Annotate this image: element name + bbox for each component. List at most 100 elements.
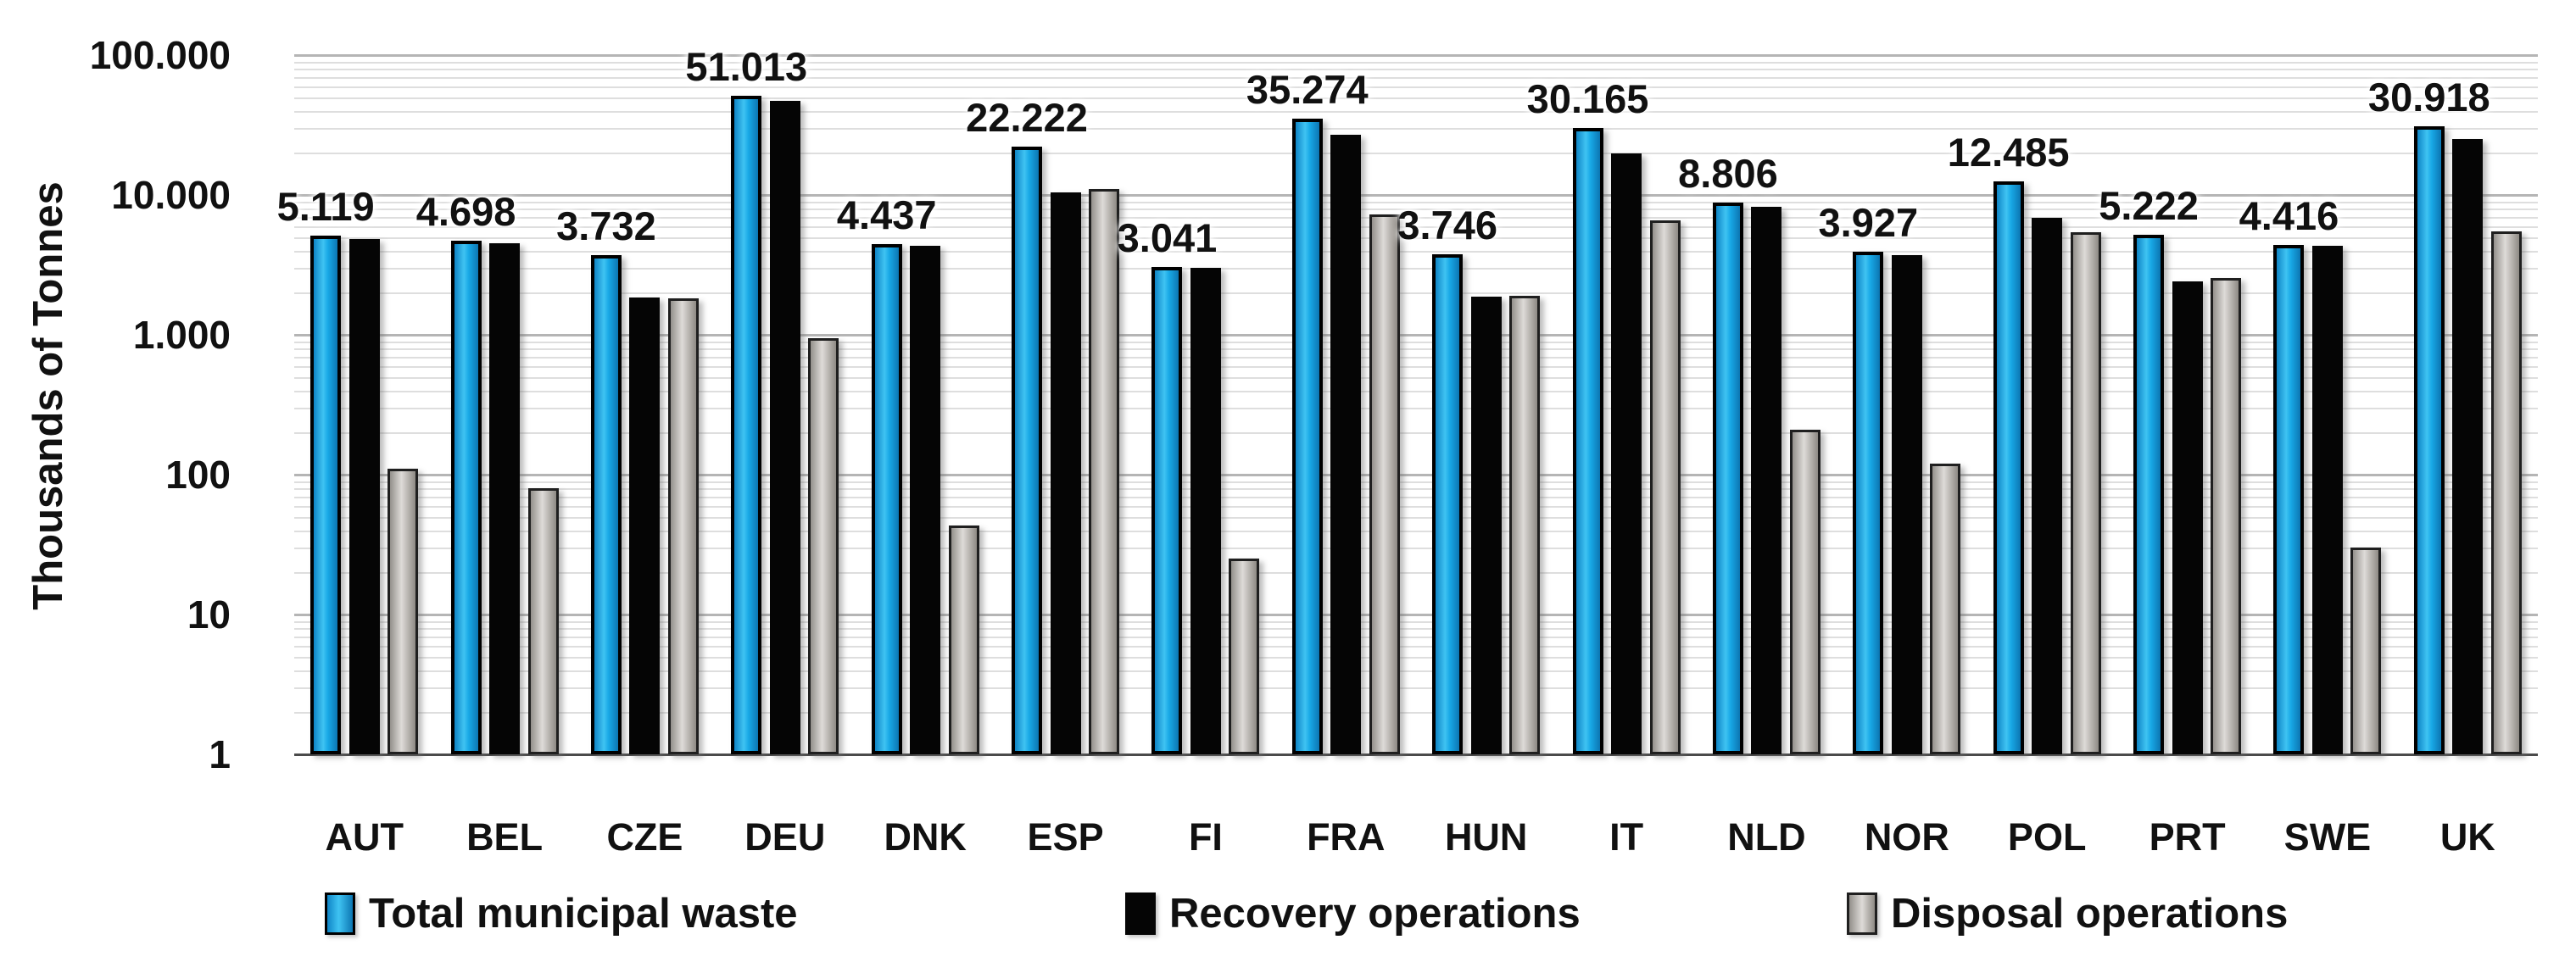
x-axis-label-CZE: CZE bbox=[606, 815, 683, 859]
bar-total-NOR bbox=[1853, 251, 1884, 754]
gridline-minor bbox=[294, 530, 2538, 532]
gridline-minor bbox=[294, 250, 2538, 253]
gridline-major bbox=[294, 54, 2538, 57]
y-axis-title: Thousands of Tonnes bbox=[25, 181, 71, 610]
bar-value-label: 51.013 bbox=[685, 44, 808, 90]
bar-recovery-PRT bbox=[2172, 281, 2203, 754]
bar-recovery-NLD bbox=[1751, 207, 1782, 754]
gridline-minor bbox=[294, 548, 2538, 550]
bar-total-DNK bbox=[871, 244, 902, 754]
bar-total-AUT bbox=[310, 235, 342, 754]
gridline-minor bbox=[294, 365, 2538, 368]
bar-disposal-ESP bbox=[1089, 189, 1120, 754]
gridline-minor bbox=[294, 110, 2538, 113]
legend-item-total-municipal-waste: Total municipal waste bbox=[325, 890, 798, 937]
bar-recovery-ESP bbox=[1050, 192, 1081, 754]
bar-total-ESP bbox=[1012, 146, 1043, 754]
bar-total-FRA bbox=[1291, 118, 1323, 754]
bar-recovery-AUT bbox=[348, 239, 380, 754]
bar-disposal-NLD bbox=[1789, 429, 1820, 754]
gridline-minor bbox=[294, 153, 2538, 155]
bar-total-POL bbox=[1993, 181, 2024, 754]
legend-item-disposal-operations: Disposal operations bbox=[1847, 890, 2288, 937]
bar-disposal-CZE bbox=[667, 298, 699, 754]
y-tick-label: 100.000 bbox=[89, 33, 231, 77]
gridline-minor bbox=[294, 292, 2538, 295]
y-tick-label: 1 bbox=[209, 732, 231, 776]
x-axis-line bbox=[294, 753, 2538, 756]
bar-recovery-IT bbox=[1611, 153, 1642, 754]
x-axis-label-ESP: ESP bbox=[1027, 815, 1104, 859]
gridline-minor bbox=[294, 572, 2538, 575]
bar-value-label: 5.119 bbox=[276, 183, 375, 229]
gridline-minor bbox=[294, 225, 2538, 228]
bar-disposal-NOR bbox=[1930, 463, 1961, 754]
bar-recovery-DNK bbox=[910, 246, 941, 754]
bar-recovery-FRA bbox=[1330, 134, 1362, 754]
gridline-minor bbox=[294, 390, 2538, 392]
bar-total-FI bbox=[1151, 267, 1183, 754]
legend-label-total: Total municipal waste bbox=[369, 891, 798, 937]
bar-total-UK bbox=[2413, 126, 2445, 754]
gridline-minor bbox=[294, 268, 2538, 270]
bar-value-label: 35.274 bbox=[1246, 66, 1369, 112]
gridline-minor bbox=[294, 236, 2538, 239]
legend-swatch-recovery-icon bbox=[1125, 892, 1156, 935]
gridline-major bbox=[294, 194, 2538, 197]
bar-disposal-FI bbox=[1229, 559, 1260, 754]
bar-total-HUN bbox=[1432, 254, 1464, 754]
bar-disposal-DEU bbox=[808, 337, 839, 754]
gridline-minor bbox=[294, 97, 2538, 99]
gridline-minor bbox=[294, 356, 2538, 359]
x-axis-label-AUT: AUT bbox=[325, 815, 404, 859]
bar-recovery-FI bbox=[1190, 268, 1221, 754]
gridline-minor bbox=[294, 76, 2538, 79]
gridline-minor bbox=[294, 128, 2538, 131]
bar-value-label: 22.222 bbox=[966, 94, 1088, 140]
bar-total-CZE bbox=[590, 254, 622, 754]
bar-disposal-PRT bbox=[2211, 277, 2242, 754]
bar-value-label: 4.437 bbox=[836, 192, 937, 238]
x-axis-label-NOR: NOR bbox=[1864, 815, 1949, 859]
bar-disposal-SWE bbox=[2350, 548, 2382, 754]
bar-total-SWE bbox=[2273, 244, 2305, 754]
bar-value-label: 30.165 bbox=[1526, 75, 1649, 121]
legend-swatch-total-icon bbox=[325, 892, 355, 935]
bar-total-IT bbox=[1572, 127, 1603, 754]
gridline-minor bbox=[294, 670, 2538, 672]
y-tick-label: 10.000 bbox=[111, 173, 231, 217]
gridline-minor bbox=[294, 620, 2538, 623]
bar-recovery-CZE bbox=[629, 297, 661, 754]
legend-item-recovery-operations: Recovery operations bbox=[1125, 890, 1581, 937]
bar-total-PRT bbox=[2133, 234, 2165, 754]
bar-total-NLD bbox=[1712, 203, 1743, 754]
gridline-minor bbox=[294, 432, 2538, 435]
bar-recovery-SWE bbox=[2311, 246, 2343, 754]
gridline-major bbox=[294, 334, 2538, 336]
gridline-minor bbox=[294, 201, 2538, 203]
legend-label-disposal: Disposal operations bbox=[1891, 891, 2289, 937]
bar-disposal-AUT bbox=[388, 469, 419, 754]
x-axis-label-PRT: PRT bbox=[2149, 815, 2226, 859]
bar-value-label: 30.918 bbox=[2367, 75, 2490, 120]
x-axis-label-FRA: FRA bbox=[1307, 815, 1386, 859]
legend-swatch-disposal-icon bbox=[1847, 892, 1877, 935]
x-axis-label-DNK: DNK bbox=[884, 815, 967, 859]
bar-value-label: 8.806 bbox=[1678, 151, 1778, 197]
bar-recovery-POL bbox=[2032, 217, 2063, 754]
bar-value-label: 3.746 bbox=[1397, 203, 1497, 248]
bar-recovery-NOR bbox=[1891, 255, 1922, 754]
bar-disposal-DNK bbox=[948, 525, 979, 754]
gridline-minor bbox=[294, 487, 2538, 490]
gridline-minor bbox=[294, 496, 2538, 498]
bar-disposal-HUN bbox=[1509, 296, 1541, 754]
x-axis-label-NLD: NLD bbox=[1727, 815, 1806, 859]
gridline-minor bbox=[294, 208, 2538, 210]
bar-value-label: 3.041 bbox=[1117, 215, 1218, 261]
x-axis-label-FI: FI bbox=[1188, 815, 1223, 859]
x-axis-label-BEL: BEL bbox=[466, 815, 544, 859]
gridline-minor bbox=[294, 656, 2538, 659]
gridline-minor bbox=[294, 516, 2538, 519]
y-tick-label: 10 bbox=[187, 592, 231, 637]
